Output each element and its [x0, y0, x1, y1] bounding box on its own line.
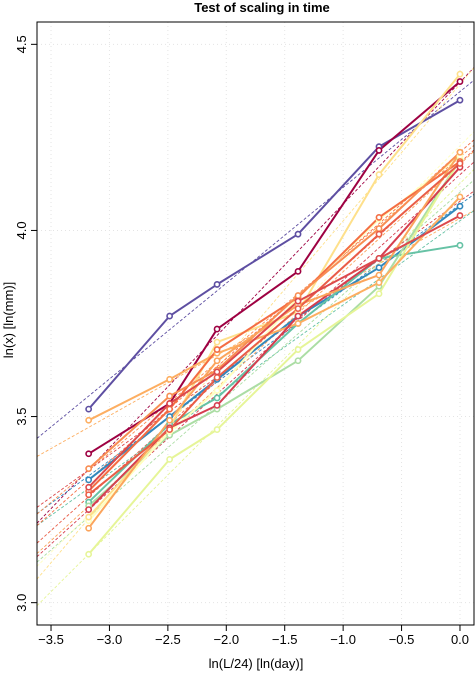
data-point: [166, 405, 174, 413]
data-point: [456, 148, 464, 156]
data-point: [85, 405, 93, 413]
data-point: [375, 264, 383, 272]
data-point: [294, 346, 302, 353]
plot-frame: [36, 21, 475, 626]
data-point: [294, 320, 302, 327]
data-point: [294, 292, 302, 299]
x-axis-label: ln(L/24) [ln(day)]: [209, 656, 304, 671]
data-point: [213, 387, 221, 394]
data-point: [85, 513, 93, 521]
data-point: [213, 346, 221, 353]
data-point: [213, 281, 221, 288]
y-tick-label: 4.0: [14, 221, 29, 239]
data-point: [166, 426, 174, 433]
data-point: [213, 338, 221, 346]
data-point: [456, 78, 464, 85]
fit-line: [36, 169, 475, 606]
series-line: [87, 151, 461, 529]
data-point: [294, 230, 302, 238]
data-point: [456, 212, 464, 219]
data-point: [375, 171, 383, 179]
data-point: [375, 279, 383, 286]
y-axis: 3.0 3.5 4.0 4.5: [14, 35, 37, 612]
data-point: [456, 160, 464, 167]
x-tick-label: −3.0: [97, 632, 123, 647]
data-point: [166, 392, 174, 400]
x-tick-label: −1.5: [272, 632, 298, 647]
data-point: [213, 325, 221, 333]
data-point: [85, 524, 93, 532]
data-point: [85, 416, 93, 424]
data-point: [85, 550, 93, 558]
data-point: [375, 214, 383, 221]
fit-line: [36, 161, 475, 558]
data-point: [213, 426, 221, 433]
series-line: [87, 214, 461, 488]
data-point: [456, 193, 464, 201]
chart-title: Test of scaling in time: [194, 0, 330, 15]
data-point: [375, 230, 383, 238]
data-point: [456, 241, 464, 249]
data-point: [294, 312, 302, 320]
data-point: [375, 147, 383, 154]
data-point: [456, 202, 464, 210]
data-point: [213, 374, 221, 381]
series-points: [85, 70, 464, 558]
fit-lines: [36, 67, 475, 606]
x-axis: −3.5 −3.0 −2.5 −2.0 −1.5 −1.0 −0.5 0.0: [38, 625, 469, 647]
series-line: [87, 155, 461, 522]
data-point: [85, 483, 93, 491]
data-point: [85, 476, 93, 484]
x-tick-label: −2.5: [155, 632, 181, 647]
data-point: [166, 455, 174, 463]
series-lines: [87, 73, 461, 555]
data-point: [375, 254, 383, 262]
data-point: [85, 465, 93, 473]
x-tick-label: −0.5: [389, 632, 415, 647]
x-tick-label: −3.5: [38, 632, 64, 647]
data-point: [213, 394, 221, 402]
data-point: [375, 271, 383, 279]
series-line: [88, 80, 461, 455]
data-point: [166, 400, 174, 407]
data-point: [213, 401, 221, 409]
data-point: [294, 305, 302, 313]
data-point: [294, 357, 302, 365]
series-line: [87, 205, 461, 481]
fit-line: [36, 67, 475, 524]
data-point: [456, 70, 464, 78]
series-line: [87, 159, 461, 555]
data-point: [456, 96, 464, 104]
data-point: [375, 290, 383, 298]
x-tick-label: 0.0: [451, 632, 469, 647]
fit-line: [36, 139, 475, 526]
series-line: [87, 160, 461, 492]
fit-line: [36, 79, 475, 439]
y-axis-label: ln(x) [ln(mm)]: [1, 282, 16, 359]
series-line: [88, 196, 461, 422]
data-point: [213, 357, 221, 365]
data-point: [294, 267, 302, 275]
y-tick-label: 4.5: [14, 35, 29, 53]
data-point: [85, 491, 93, 499]
data-point: [375, 225, 383, 232]
data-point: [213, 368, 221, 376]
x-tick-label: −1.0: [330, 632, 356, 647]
data-point: [294, 297, 302, 305]
x-tick-label: −2.0: [213, 632, 239, 647]
data-point: [85, 450, 93, 458]
data-point: [166, 312, 174, 320]
data-point: [85, 506, 93, 514]
y-tick-label: 3.5: [14, 408, 29, 426]
series-line: [87, 162, 461, 496]
grid: [37, 22, 474, 625]
y-tick-label: 3.0: [14, 594, 29, 612]
fit-line: [36, 150, 475, 554]
data-point: [166, 375, 174, 383]
data-point: [166, 416, 174, 424]
